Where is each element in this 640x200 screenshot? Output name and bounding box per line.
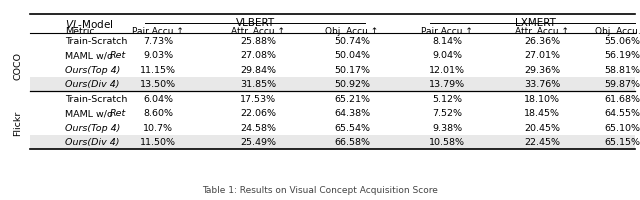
Text: 22.45%: 22.45% — [524, 138, 560, 147]
Text: 9.03%: 9.03% — [143, 51, 173, 60]
Text: 29.84%: 29.84% — [240, 66, 276, 75]
Text: Metric: Metric — [65, 26, 95, 35]
Text: 64.55%: 64.55% — [604, 109, 640, 118]
Text: 65.54%: 65.54% — [334, 123, 370, 132]
Text: 18.10%: 18.10% — [524, 95, 560, 103]
Text: 10.7%: 10.7% — [143, 123, 173, 132]
Text: 27.01%: 27.01% — [524, 51, 560, 60]
Text: 18.45%: 18.45% — [524, 109, 560, 118]
Text: 11.50%: 11.50% — [140, 138, 176, 147]
Text: Train-Scratch: Train-Scratch — [65, 95, 127, 103]
Bar — [30, 135, 635, 149]
Text: 20.45%: 20.45% — [524, 123, 560, 132]
Text: Obj. Accu.↑: Obj. Accu.↑ — [595, 26, 640, 35]
Text: 33.76%: 33.76% — [524, 80, 560, 89]
Text: Pair Accu.↑: Pair Accu.↑ — [421, 26, 473, 35]
Text: 29.36%: 29.36% — [524, 66, 560, 75]
Text: 25.49%: 25.49% — [240, 138, 276, 147]
Text: Attr. Accu.↑: Attr. Accu.↑ — [515, 26, 569, 35]
Text: 65.10%: 65.10% — [604, 123, 640, 132]
Text: 9.38%: 9.38% — [432, 123, 462, 132]
Text: 11.15%: 11.15% — [140, 66, 176, 75]
Text: 10.58%: 10.58% — [429, 138, 465, 147]
Text: 64.38%: 64.38% — [334, 109, 370, 118]
Text: Ours(Div 4): Ours(Div 4) — [65, 80, 120, 89]
Text: Pair Accu.↑: Pair Accu.↑ — [132, 26, 184, 35]
Text: LXMERT: LXMERT — [515, 17, 556, 27]
Text: MAML w/o: MAML w/o — [65, 51, 116, 60]
Bar — [30, 78, 635, 92]
Text: 7.73%: 7.73% — [143, 37, 173, 46]
Text: Ret: Ret — [110, 109, 126, 118]
Text: Table 1: Results on Visual Concept Acquisition Score: Table 1: Results on Visual Concept Acqui… — [202, 185, 438, 194]
Text: 13.50%: 13.50% — [140, 80, 176, 89]
Text: MAML w/o: MAML w/o — [65, 109, 116, 118]
Text: 59.87%: 59.87% — [604, 80, 640, 89]
Text: Ours(Top 4): Ours(Top 4) — [65, 66, 120, 75]
Text: Flickr: Flickr — [13, 110, 22, 136]
Text: 65.21%: 65.21% — [334, 95, 370, 103]
Text: 5.12%: 5.12% — [432, 95, 462, 103]
Text: 24.58%: 24.58% — [240, 123, 276, 132]
Text: COCO: COCO — [13, 51, 22, 79]
Text: 8.60%: 8.60% — [143, 109, 173, 118]
Text: 8.14%: 8.14% — [432, 37, 462, 46]
Text: 50.17%: 50.17% — [334, 66, 370, 75]
Text: Ours(Div 4): Ours(Div 4) — [65, 138, 120, 147]
Text: Train-Scratch: Train-Scratch — [65, 37, 127, 46]
Text: 22.06%: 22.06% — [240, 109, 276, 118]
Text: 65.15%: 65.15% — [604, 138, 640, 147]
Text: 12.01%: 12.01% — [429, 66, 465, 75]
Text: 66.58%: 66.58% — [334, 138, 370, 147]
Text: 50.74%: 50.74% — [334, 37, 370, 46]
Text: VLBERT: VLBERT — [236, 17, 275, 27]
Text: 55.06%: 55.06% — [604, 37, 640, 46]
Text: 58.81%: 58.81% — [604, 66, 640, 75]
Text: 26.36%: 26.36% — [524, 37, 560, 46]
Text: Ours(Top 4): Ours(Top 4) — [65, 123, 120, 132]
Text: 25.88%: 25.88% — [240, 37, 276, 46]
Text: 50.92%: 50.92% — [334, 80, 370, 89]
Text: 7.52%: 7.52% — [432, 109, 462, 118]
Text: 56.19%: 56.19% — [604, 51, 640, 60]
Text: 9.04%: 9.04% — [432, 51, 462, 60]
Text: 61.68%: 61.68% — [604, 95, 640, 103]
Text: $\it{VL}$-Model: $\it{VL}$-Model — [65, 17, 114, 29]
Text: 50.04%: 50.04% — [334, 51, 370, 60]
Text: 31.85%: 31.85% — [240, 80, 276, 89]
Text: Ret: Ret — [110, 51, 126, 60]
Text: 27.08%: 27.08% — [240, 51, 276, 60]
Text: 17.53%: 17.53% — [240, 95, 276, 103]
Text: Attr. Accu.↑: Attr. Accu.↑ — [231, 26, 285, 35]
Text: 13.79%: 13.79% — [429, 80, 465, 89]
Text: Obj. Accu.↑: Obj. Accu.↑ — [325, 26, 379, 35]
Text: 6.04%: 6.04% — [143, 95, 173, 103]
